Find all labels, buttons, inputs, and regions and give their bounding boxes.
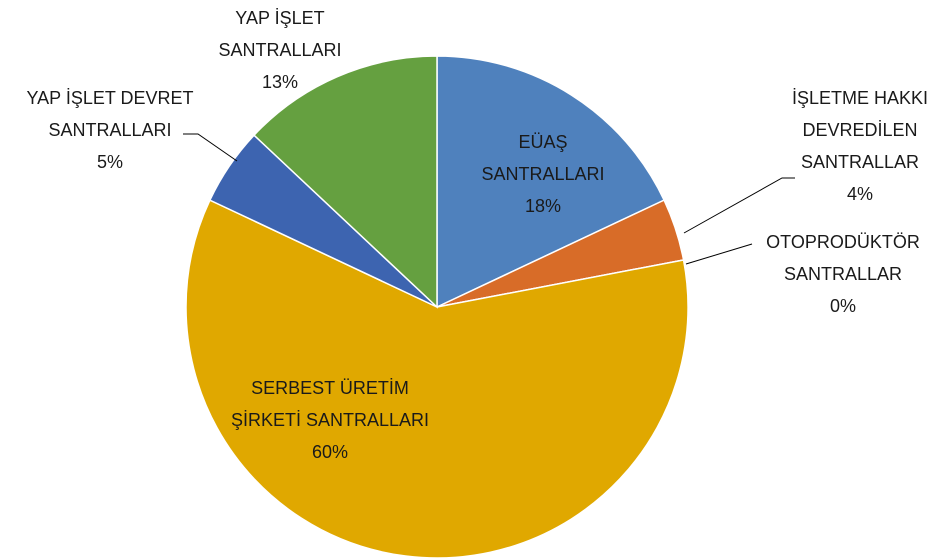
slice-name: YAP İŞLET SANTRALLARI	[218, 8, 342, 60]
slice-name: SERBEST ÜRETİM ŞİRKETİ SANTRALLARI	[230, 378, 430, 430]
slice-percent: 0%	[829, 296, 856, 316]
slice-percent: 5%	[96, 152, 123, 172]
pie-slice	[185, 199, 689, 559]
data-label: OTOPRODÜKTÖR SANTRALLAR 0%	[748, 226, 938, 322]
slice-percent: 4%	[846, 184, 873, 204]
slice-percent: 18%	[524, 196, 562, 216]
pie-slice	[252, 55, 438, 309]
leader-line	[183, 133, 238, 162]
data-label: İŞLETME HAKKI DEVREDİLEN SANTRALLAR 4%	[765, 82, 952, 210]
leader-line	[685, 243, 753, 265]
leader-line	[683, 177, 795, 234]
data-label: YAP İŞLET SANTRALLARI 13%	[200, 2, 360, 98]
data-label: EÜAŞ SANTRALLARI 18%	[463, 126, 623, 222]
slice-name: OTOPRODÜKTÖR SANTRALLAR	[766, 232, 920, 284]
slice-percent: 60%	[311, 442, 349, 462]
slice-name: YAP İŞLET DEVRET SANTRALLARI	[26, 88, 194, 140]
pie	[185, 55, 689, 559]
pie-slice	[436, 55, 666, 309]
data-label: SERBEST ÜRETİM ŞİRKETİ SANTRALLARI 60%	[230, 372, 430, 468]
slice-name: İŞLETME HAKKI DEVREDİLEN SANTRALLAR	[791, 88, 929, 172]
slice-percent: 13%	[261, 72, 299, 92]
slice-name: EÜAŞ SANTRALLARI	[481, 132, 605, 184]
data-label: YAP İŞLET DEVRET SANTRALLARI 5%	[5, 82, 215, 178]
